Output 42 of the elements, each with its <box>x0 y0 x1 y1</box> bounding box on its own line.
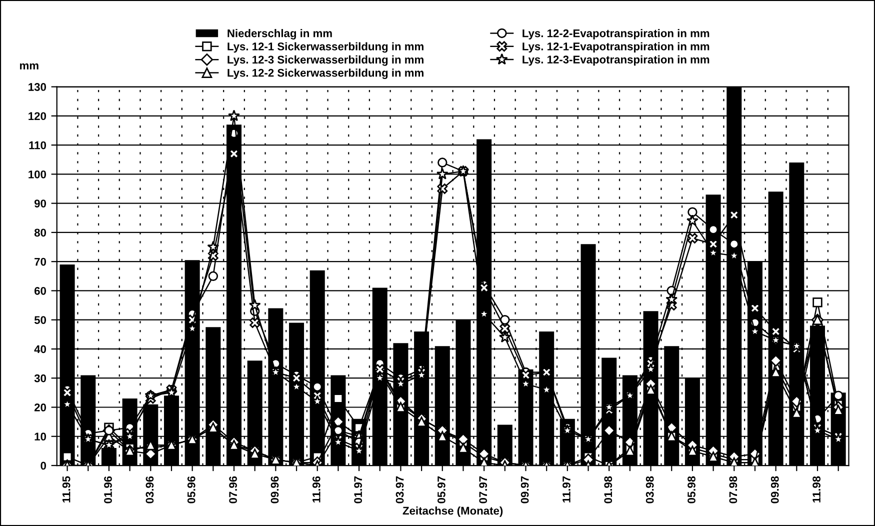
y-tick-label: 0 <box>40 462 46 470</box>
x-tick-label: 01.98 <box>604 476 612 504</box>
y-tick-label: 90 <box>34 200 46 208</box>
legend-label: Lys. 12-3-Evapotranspiration in mm <box>522 55 710 66</box>
x-tick-label: 05.97 <box>438 476 446 504</box>
x-tick-label: 09.97 <box>520 476 529 504</box>
x-tick-label: 03.96 <box>146 476 154 504</box>
x-tick-label: 05.98 <box>688 476 696 504</box>
x-tick-label: 05.96 <box>187 476 196 504</box>
x-tick-label: 09.98 <box>770 476 779 504</box>
x-tick-label: 01.97 <box>354 476 362 504</box>
legend-label: Niederschlag in mm <box>228 29 332 40</box>
x-tick-label: 07.97 <box>479 476 488 504</box>
y-tick-label: 10 <box>34 432 46 441</box>
x-tick-label: 01.96 <box>104 476 112 504</box>
x-tick-label: 07.96 <box>229 476 237 504</box>
y-tick-label: 120 <box>28 112 46 120</box>
y-tick-label: 60 <box>34 286 46 295</box>
x-tick-label: 11.96 <box>312 476 320 502</box>
legend-label: Lys. 12-1 Sickerwasserbildung in mm <box>228 42 424 53</box>
x-tick-label: 03.98 <box>646 476 654 504</box>
y-tick-label: 110 <box>29 141 46 150</box>
y-axis-title: mm <box>20 63 38 70</box>
legend-label: Lys. 12-1-Evapotranspiration in mm <box>522 42 710 53</box>
legend-label: Lys. 12-3 Sickerwasserbildung in mm <box>228 55 424 66</box>
x-tick-label: 07.98 <box>729 476 738 504</box>
y-tick-label: 100 <box>28 170 46 178</box>
y-tick-label: 70 <box>34 258 46 266</box>
x-tick-label: 11.98 <box>812 476 820 502</box>
legend-label: Lys. 12-2 Sickerwasserbildung in mm <box>228 68 424 80</box>
x-tick-label: 09.96 <box>270 476 279 504</box>
y-tick-label: 20 <box>34 404 46 412</box>
legend-label: Lys. 12-2-Evapotranspiration in mm <box>522 29 710 40</box>
y-tick-label: 80 <box>34 228 46 237</box>
x-tick-label: 11.95 <box>62 476 70 502</box>
x-tick-label: 11.97 <box>562 476 570 502</box>
y-tick-label: 30 <box>34 374 46 382</box>
y-tick-label: 130 <box>28 83 46 91</box>
x-tick-label: 03.97 <box>396 476 404 504</box>
x-axis-title: Zeitachse (Monate) <box>402 506 503 517</box>
y-tick-label: 40 <box>34 345 46 354</box>
y-tick-label: 50 <box>34 316 46 324</box>
